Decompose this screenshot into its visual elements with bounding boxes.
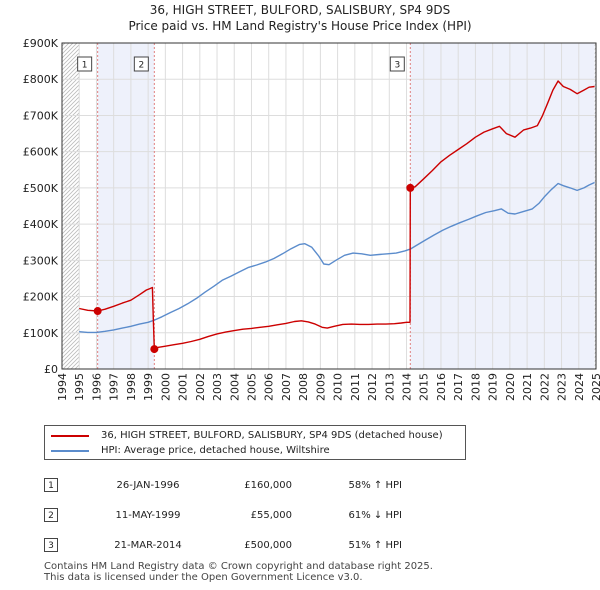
sale-price: £500,000	[244, 539, 292, 551]
sales-table: 1 26-JAN-1996 £160,000 58% ↑ HPI 2 11-MA…	[44, 470, 412, 560]
x-tick-label: 2001	[177, 373, 190, 401]
table-row: 1 26-JAN-1996 £160,000 58% ↑ HPI	[44, 470, 412, 500]
x-tick-label: 2019	[487, 373, 500, 401]
x-tick-label: 2017	[452, 373, 465, 401]
y-tick-label: £0	[44, 363, 58, 376]
chart-subtitle: Price paid vs. HM Land Registry's House …	[128, 19, 471, 33]
sale-price: £55,000	[250, 509, 292, 521]
sale-number-badge: 2	[44, 508, 58, 522]
x-tick-label: 2021	[521, 373, 534, 401]
sale-date: 11-MAY-1999	[115, 509, 181, 521]
table-row: 3 21-MAR-2014 £500,000 51% ↑ HPI	[44, 530, 412, 560]
y-tick-label: £700K	[23, 109, 59, 122]
x-tick-label: 2005	[245, 373, 258, 401]
x-tick-label: 2014	[401, 373, 414, 401]
x-tick-label: 2023	[556, 373, 569, 401]
y-tick-label: £100K	[23, 327, 59, 340]
sale-number-badge: 3	[44, 538, 58, 552]
x-tick-label: 2015	[418, 373, 431, 401]
x-tick-label: 1994	[56, 373, 69, 401]
y-tick-label: £500K	[23, 182, 59, 195]
table-row: 2 11-MAY-1999 £55,000 61% ↓ HPI	[44, 500, 412, 530]
x-tick-label: 2018	[469, 373, 482, 401]
x-tick-label: 2010	[332, 373, 345, 401]
price-chart: 36, HIGH STREET, BULFORD, SALISBURY, SP4…	[23, 3, 600, 401]
footer-license: This data is licensed under the Open Gov…	[44, 572, 363, 583]
sale-label-number: 3	[394, 61, 400, 71]
sale-label-box	[133, 56, 149, 72]
x-tick-label: 2007	[280, 373, 293, 401]
y-tick-label: £900K	[23, 37, 59, 50]
hpi-series-line	[79, 181, 595, 334]
x-tick-label: 2024	[573, 373, 586, 401]
x-tick-label: 2002	[194, 373, 207, 401]
x-tick-label: 2008	[297, 373, 310, 401]
ownership-shade	[97, 43, 155, 369]
sale-point	[93, 307, 102, 316]
footer: Contains HM Land Registry data © Crown c…	[44, 561, 433, 583]
sale-hpi-diff: 61% ↓ HPI	[348, 509, 402, 521]
x-tick-label: 2009	[314, 373, 327, 401]
x-tick-label: 2000	[159, 373, 172, 401]
x-tick-label: 2025	[590, 373, 600, 401]
x-tick-label: 2016	[435, 373, 448, 401]
x-tick-label: 1995	[73, 373, 86, 401]
legend-swatch-hpi	[51, 450, 89, 452]
chart-legend: 36, HIGH STREET, BULFORD, SALISBURY, SP4…	[44, 425, 466, 460]
footer-copyright: Contains HM Land Registry data © Crown c…	[44, 561, 433, 572]
sale-label-number: 1	[82, 61, 88, 71]
x-tick-label: 2013	[383, 373, 396, 401]
sale-hpi-diff: 58% ↑ HPI	[348, 479, 402, 491]
sale-label-box	[77, 56, 93, 72]
x-tick-label: 2012	[366, 373, 379, 401]
x-tick-label: 2022	[538, 373, 551, 401]
y-tick-label: £400K	[23, 218, 59, 231]
x-tick-label: 2020	[504, 373, 517, 401]
hatch-after	[594, 43, 596, 369]
hatch-before	[62, 43, 80, 369]
legend-label-hpi: HPI: Average price, detached house, Wilt…	[101, 445, 330, 456]
sale-number-badge: 1	[44, 478, 58, 492]
sale-label-number: 2	[138, 61, 144, 71]
x-tick-label: 2003	[211, 373, 224, 401]
y-tick-label: £200K	[23, 291, 59, 304]
plot-border	[61, 42, 597, 370]
sale-point	[406, 183, 415, 192]
chart-title: 36, HIGH STREET, BULFORD, SALISBURY, SP4…	[150, 3, 451, 17]
legend-label-property: 36, HIGH STREET, BULFORD, SALISBURY, SP4…	[101, 430, 443, 441]
x-tick-label: 2004	[228, 373, 241, 401]
ownership-shade	[410, 43, 595, 369]
x-tick-label: 1999	[142, 373, 155, 401]
sale-date: 26-JAN-1996	[116, 479, 180, 491]
sale-point	[150, 345, 159, 354]
x-tick-label: 2006	[263, 373, 276, 401]
sale-label-box	[389, 56, 405, 72]
y-tick-label: £300K	[23, 254, 59, 267]
sale-price: £160,000	[244, 479, 292, 491]
x-tick-label: 2011	[349, 373, 362, 401]
x-tick-label: 1997	[108, 373, 121, 401]
y-tick-label: £800K	[23, 73, 59, 86]
sale-hpi-diff: 51% ↑ HPI	[348, 539, 402, 551]
legend-swatch-property	[51, 435, 89, 437]
y-tick-label: £600K	[23, 146, 59, 159]
x-tick-label: 1998	[125, 373, 138, 401]
sale-date: 21-MAR-2014	[114, 539, 182, 551]
x-tick-label: 1996	[90, 373, 103, 401]
